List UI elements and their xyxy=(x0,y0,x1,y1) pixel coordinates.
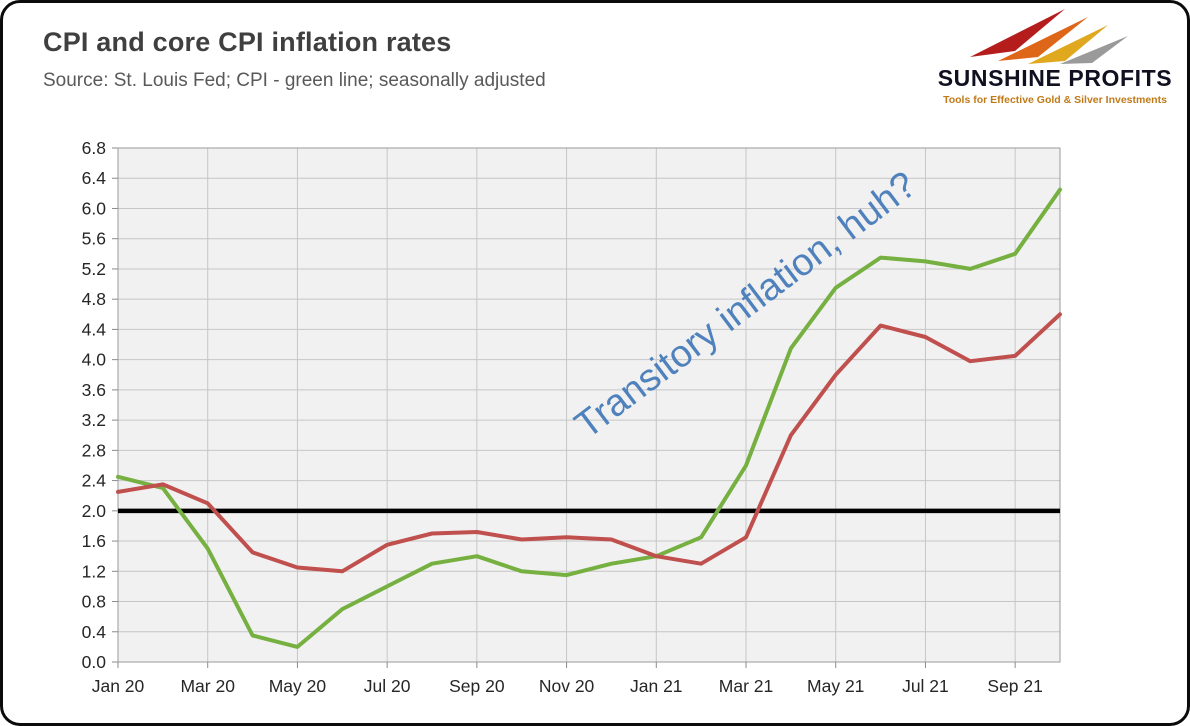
svg-text:6.4: 6.4 xyxy=(82,168,107,188)
svg-text:5.2: 5.2 xyxy=(82,259,106,279)
svg-text:2.8: 2.8 xyxy=(82,440,106,460)
svg-text:0.8: 0.8 xyxy=(82,592,106,612)
svg-text:5.6: 5.6 xyxy=(82,229,106,249)
sunshine-profits-logo: SUNSHINE PROFITS Tools for Effective Gol… xyxy=(929,3,1181,106)
cpi-chart-svg: 0.0 0.4 0.8 1.2 1.6 2.0 2.4 2.8 3.2 3.6 4.0 4.4 4.8 5… xyxy=(82,138,1062,696)
svg-text:Sep 20: Sep 20 xyxy=(449,676,505,696)
svg-text:Jul 20: Jul 20 xyxy=(364,676,411,696)
svg-text:Mar 20: Mar 20 xyxy=(180,676,235,696)
svg-text:Jan 20: Jan 20 xyxy=(92,676,145,696)
svg-text:May 21: May 21 xyxy=(807,676,864,696)
svg-text:2.4: 2.4 xyxy=(82,471,107,491)
svg-text:0.0: 0.0 xyxy=(82,652,107,672)
svg-text:4.0: 4.0 xyxy=(82,350,107,370)
logo-name: SUNSHINE PROFITS xyxy=(937,65,1173,91)
page-title: CPI and core CPI inflation rates xyxy=(43,27,452,57)
svg-text:May 20: May 20 xyxy=(269,676,327,696)
svg-text:1.6: 1.6 xyxy=(82,531,106,551)
svg-text:0.4: 0.4 xyxy=(82,622,107,642)
chart-header: CPI and core CPI inflation rates Source:… xyxy=(43,17,1167,92)
svg-text:6.8: 6.8 xyxy=(82,138,106,158)
svg-text:1.2: 1.2 xyxy=(82,561,106,581)
svg-text:4.4: 4.4 xyxy=(82,319,107,339)
chart-source-subtitle: Source: St. Louis Fed; CPI - green line;… xyxy=(43,70,546,91)
svg-text:4.8: 4.8 xyxy=(82,289,106,309)
svg-text:2.0: 2.0 xyxy=(82,501,107,521)
logo-arrows-icon xyxy=(970,9,1128,64)
svg-text:Nov 20: Nov 20 xyxy=(539,676,595,696)
svg-text:3.2: 3.2 xyxy=(82,410,106,430)
svg-text:6.0: 6.0 xyxy=(82,198,107,218)
svg-text:Mar 21: Mar 21 xyxy=(719,676,773,696)
svg-text:Jan 21: Jan 21 xyxy=(630,676,683,696)
logo-tagline: Tools for Effective Gold & Silver Invest… xyxy=(943,94,1167,106)
cpi-chart: 0.0 0.4 0.8 1.2 1.6 2.0 2.4 2.8 3.2 3.6 4.0 4.4 4.8 5… xyxy=(23,133,1173,723)
svg-text:Sep 21: Sep 21 xyxy=(987,676,1042,696)
svg-text:3.6: 3.6 xyxy=(82,380,106,400)
svg-text:Jul 21: Jul 21 xyxy=(902,676,949,696)
